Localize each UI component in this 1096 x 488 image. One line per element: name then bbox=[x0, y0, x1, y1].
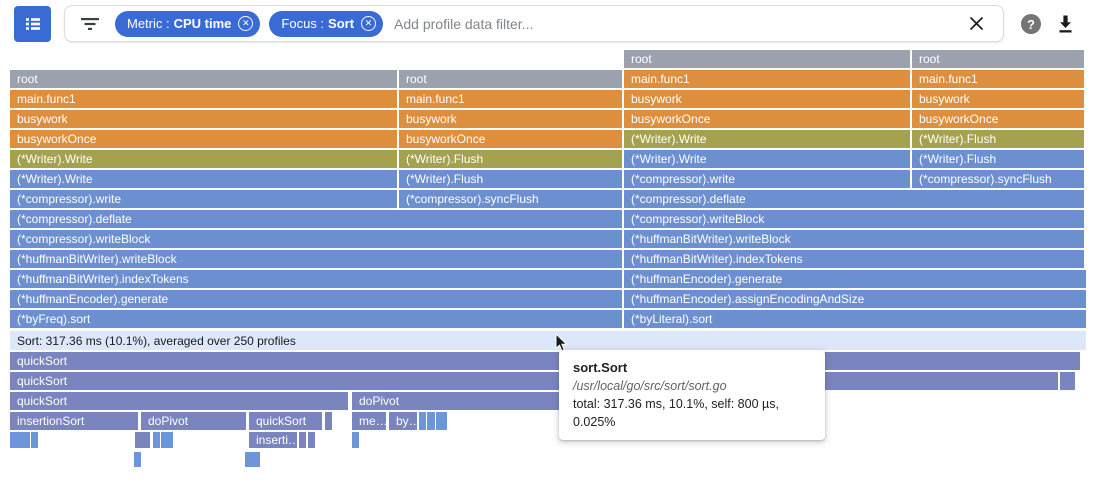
tooltip-function-name: sort.Sort bbox=[573, 360, 628, 375]
flame-frame[interactable]: quickSort bbox=[249, 412, 322, 430]
flame-frame[interactable] bbox=[427, 412, 435, 430]
flame-frame[interactable] bbox=[19, 432, 26, 448]
flame-frame[interactable]: (*huffmanBitWriter).writeBlock bbox=[624, 230, 1084, 248]
flame-frame[interactable] bbox=[153, 432, 160, 448]
filter-chip-focus[interactable]: Focus : Sort ✕ bbox=[269, 10, 384, 37]
filter-input[interactable] bbox=[392, 14, 961, 33]
flame-frame[interactable]: (*Writer).Write bbox=[10, 170, 397, 188]
flame-frame[interactable]: root bbox=[624, 50, 910, 68]
flame-frame[interactable] bbox=[31, 432, 38, 448]
flame-frame[interactable]: (*Writer).Write bbox=[10, 150, 397, 168]
flame-frame[interactable] bbox=[134, 452, 141, 467]
flame-frame[interactable]: (*compressor).deflate bbox=[624, 190, 1084, 208]
flame-frame[interactable]: (*Writer).Flush bbox=[399, 170, 622, 188]
chip-prefix: Focus : bbox=[281, 16, 325, 31]
flame-frame[interactable]: busywork bbox=[399, 110, 622, 128]
flame-frame[interactable]: main.func1 bbox=[624, 70, 910, 88]
flame-frame[interactable] bbox=[249, 452, 256, 467]
flame-frame[interactable]: (*Writer).Flush bbox=[399, 150, 622, 168]
flame-frame[interactable]: (*byFreq).sort bbox=[10, 310, 622, 328]
flame-frame[interactable]: busywork bbox=[624, 90, 910, 108]
flame-frame[interactable]: busyworkOnce bbox=[624, 110, 910, 128]
flame-frame[interactable]: doPivot bbox=[141, 412, 246, 430]
flame-frame[interactable] bbox=[1060, 372, 1075, 390]
flame-frame[interactable]: (*huffmanEncoder).assignEncodingAndSize bbox=[624, 290, 1086, 308]
flame-frame[interactable]: quickSort bbox=[10, 372, 1058, 390]
flame-frame[interactable]: insertionSort bbox=[10, 412, 138, 430]
filter-chip-metric[interactable]: Metric : CPU time ✕ bbox=[115, 10, 261, 37]
help-icon[interactable]: ? bbox=[1021, 14, 1041, 34]
flame-frame[interactable]: busyworkOnce bbox=[399, 130, 622, 148]
flame-frame[interactable]: quickSort bbox=[10, 392, 348, 410]
flame-frame[interactable]: busywork bbox=[912, 90, 1084, 108]
remove-chip-icon[interactable]: ✕ bbox=[361, 16, 377, 31]
flame-frame[interactable] bbox=[352, 432, 359, 448]
flame-frame[interactable]: (*huffmanBitWriter).indexTokens bbox=[624, 250, 1084, 268]
selected-frame-summary[interactable]: Sort: 317.36 ms (10.1%), averaged over 2… bbox=[10, 331, 1086, 350]
flame-frame[interactable]: (*huffmanBitWriter).indexTokens bbox=[10, 270, 622, 288]
download-icon[interactable] bbox=[1054, 13, 1076, 35]
flame-frame[interactable]: (*compressor).write bbox=[624, 170, 910, 188]
flame-frame[interactable]: busyworkOnce bbox=[912, 110, 1084, 128]
flame-frame[interactable]: busyworkOnce bbox=[10, 130, 397, 148]
flame-frame[interactable]: (*compressor).deflate bbox=[10, 210, 622, 228]
flame-frame[interactable] bbox=[253, 452, 260, 467]
tooltip-stats: total: 317.36 ms, 10.1%, self: 800 µs, 0… bbox=[573, 397, 779, 429]
flame-frame[interactable]: (*compressor).write bbox=[10, 190, 397, 208]
flame-frame[interactable]: root bbox=[399, 70, 622, 88]
flame-frame[interactable]: root bbox=[912, 50, 1084, 68]
flame-frame[interactable] bbox=[245, 452, 252, 467]
flame-frame[interactable] bbox=[419, 412, 426, 430]
remove-chip-icon[interactable]: ✕ bbox=[238, 16, 254, 31]
flame-frame[interactable] bbox=[15, 432, 22, 448]
frame-tooltip: sort.Sort /usr/local/go/src/sort/sort.go… bbox=[559, 350, 825, 440]
flame-frame[interactable]: me… bbox=[352, 412, 386, 430]
flame-frame[interactable]: root bbox=[10, 70, 397, 88]
flame-frame[interactable]: (*compressor).writeBlock bbox=[624, 210, 1084, 228]
flame-frame[interactable] bbox=[436, 412, 443, 430]
flame-frame[interactable]: inserti… bbox=[249, 432, 297, 448]
flame-frame[interactable] bbox=[161, 432, 168, 448]
flame-frame[interactable]: (*compressor).syncFlush bbox=[912, 170, 1084, 188]
flame-frame[interactable] bbox=[10, 432, 17, 448]
chip-value: CPU time bbox=[173, 16, 232, 31]
flame-frame[interactable]: (*Writer).Flush bbox=[912, 150, 1084, 168]
filter-bar[interactable]: Metric : CPU time ✕ Focus : Sort ✕ bbox=[64, 5, 1004, 42]
chip-prefix: Metric : bbox=[127, 16, 170, 31]
flame-frame[interactable]: (*Writer).Flush bbox=[912, 130, 1084, 148]
flame-frame[interactable]: main.func1 bbox=[10, 90, 397, 108]
flame-frame[interactable]: (*Writer).Write bbox=[624, 150, 910, 168]
flame-frame[interactable] bbox=[325, 412, 332, 430]
filter-list-icon bbox=[81, 17, 99, 31]
flame-frame[interactable]: (*huffmanBitWriter).writeBlock bbox=[10, 250, 622, 268]
flame-frame[interactable]: (*compressor).syncFlush bbox=[399, 190, 622, 208]
flame-frame[interactable]: (*byLiteral).sort bbox=[624, 310, 1086, 328]
flame-frame[interactable]: (*Writer).Write bbox=[624, 130, 910, 148]
clear-filters-icon[interactable] bbox=[961, 9, 991, 39]
flame-frame[interactable]: quickSort bbox=[10, 352, 1080, 370]
flame-frame[interactable]: (*compressor).writeBlock bbox=[10, 230, 622, 248]
tooltip-source-path: /usr/local/go/src/sort/sort.go bbox=[573, 379, 727, 393]
flame-frame[interactable]: busywork bbox=[10, 110, 397, 128]
flame-frame[interactable] bbox=[299, 432, 306, 448]
flame-frame[interactable] bbox=[308, 432, 315, 448]
list-icon bbox=[23, 14, 43, 34]
toolbar: Metric : CPU time ✕ Focus : Sort ✕ ? bbox=[0, 0, 1096, 48]
flame-frame[interactable] bbox=[440, 412, 447, 430]
flame-frame[interactable]: (*huffmanEncoder).generate bbox=[10, 290, 622, 308]
flame-frame[interactable] bbox=[135, 432, 150, 448]
flame-frame[interactable]: main.func1 bbox=[912, 70, 1084, 88]
profile-list-button[interactable] bbox=[14, 6, 51, 42]
flame-frame[interactable] bbox=[166, 432, 173, 448]
flame-frame[interactable]: (*huffmanEncoder).generate bbox=[624, 270, 1086, 288]
flame-frame[interactable] bbox=[23, 432, 30, 448]
flame-frame[interactable]: by… bbox=[389, 412, 417, 430]
chip-value: Sort bbox=[328, 16, 355, 31]
flame-frame[interactable]: main.func1 bbox=[399, 90, 622, 108]
